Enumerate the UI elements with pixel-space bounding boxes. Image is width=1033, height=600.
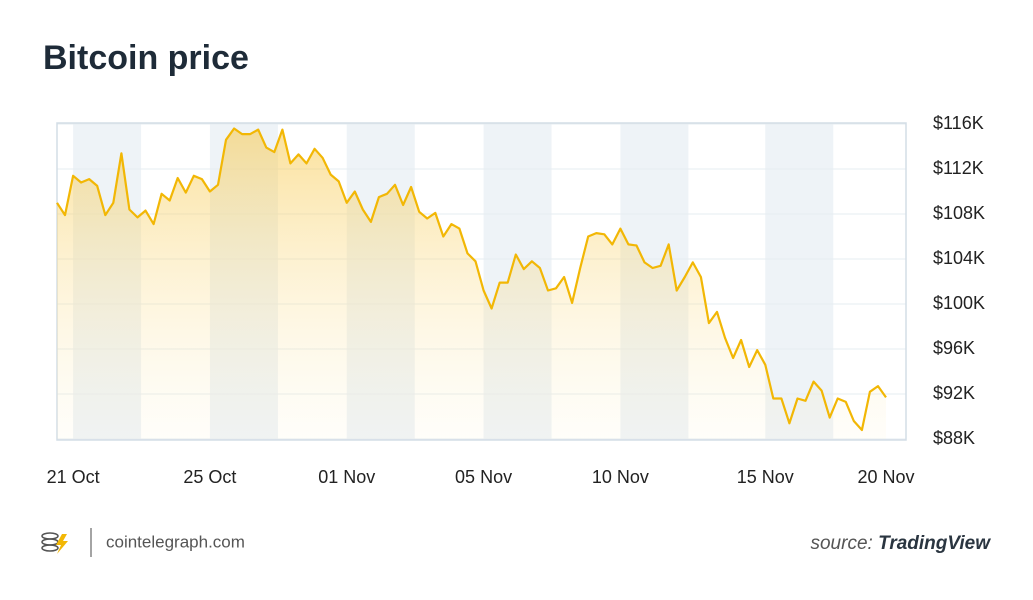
y-tick-label: $100K xyxy=(933,293,985,313)
y-tick-label: $108K xyxy=(933,203,985,223)
logo xyxy=(41,532,68,554)
x-tick-label: 15 Nov xyxy=(737,467,794,487)
y-tick-label: $104K xyxy=(933,248,985,268)
source-label: source: xyxy=(810,533,872,554)
y-tick-label: $88K xyxy=(933,428,975,448)
band xyxy=(765,123,834,440)
area xyxy=(57,128,886,439)
y-tick-label: $116K xyxy=(933,113,984,133)
chart-title: Bitcoin price xyxy=(43,39,249,77)
source-name: TradingView xyxy=(878,533,991,554)
x-tick-label: 21 Oct xyxy=(47,467,100,487)
x-tick-label: 05 Nov xyxy=(455,467,512,487)
site: cointelegraph.com xyxy=(106,532,245,551)
y-tick-label: $92K xyxy=(933,383,975,403)
y-tick-label: $112K xyxy=(933,158,984,178)
x-tick-label: 25 Oct xyxy=(183,467,236,487)
marks xyxy=(56,127,887,439)
price-line xyxy=(56,127,887,432)
x-tick-label: 01 Nov xyxy=(318,467,375,487)
y-tick-label: $96K xyxy=(933,338,975,358)
source: source: TradingView xyxy=(810,533,991,554)
x-tick-label: 10 Nov xyxy=(592,467,649,487)
x-tick-label: 20 Nov xyxy=(857,467,914,487)
